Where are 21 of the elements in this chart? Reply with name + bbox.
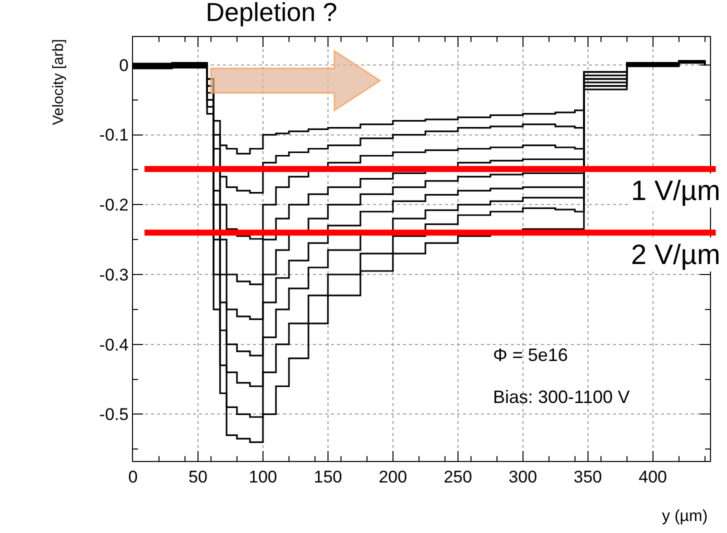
x-tick-label: 400 (638, 467, 668, 486)
y-tick-label: -0.2 (99, 196, 129, 215)
x-tick-label: 200 (378, 467, 408, 486)
annotation: Bias: 300-1100 V (493, 387, 630, 407)
chart-title: Depletion ? (206, 0, 338, 27)
x-tick-label: 150 (314, 467, 342, 486)
ref-line-label: 2 V/µm (631, 239, 720, 270)
x-tick-label: 300 (508, 467, 538, 486)
ref-line-label: 1 V/µm (631, 175, 720, 206)
x-axis-title: y (µm) (662, 508, 708, 525)
y-tick-label: -0.5 (99, 405, 129, 424)
x-tick-label: 350 (574, 467, 602, 486)
x-tick-label: 250 (444, 467, 472, 486)
annotation: Φ = 5e16 (493, 345, 568, 365)
y-axis-title: Velocity [arb] (50, 39, 67, 125)
x-tick-label: 50 (188, 467, 208, 486)
y-tick-label: -0.4 (99, 335, 129, 354)
y-tick-label: -0.3 (99, 265, 129, 284)
x-tick-label: 100 (248, 467, 278, 486)
y-tick-label: 0 (119, 56, 129, 75)
y-tick-label: -0.1 (99, 126, 129, 145)
